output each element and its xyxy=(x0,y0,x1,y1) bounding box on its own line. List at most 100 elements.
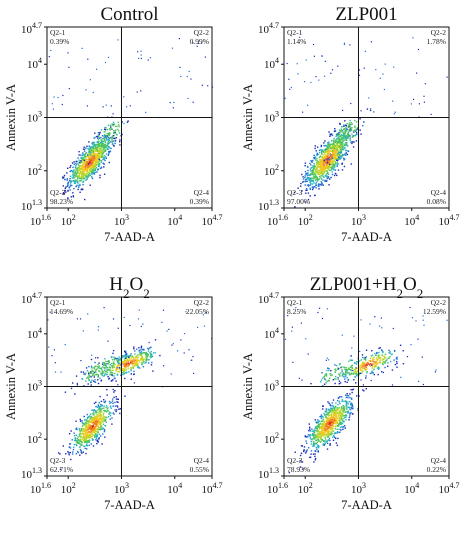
event-point xyxy=(336,444,338,447)
event-point xyxy=(77,176,79,179)
event-point xyxy=(314,156,317,158)
event-point xyxy=(109,368,111,371)
event-point xyxy=(101,142,104,144)
event-point xyxy=(88,424,91,426)
event-point xyxy=(308,447,310,449)
event-point xyxy=(93,173,96,175)
quadrant-id: Q2-2 xyxy=(431,28,447,37)
event-point xyxy=(303,180,305,183)
event-point xyxy=(435,369,437,371)
event-point xyxy=(341,130,343,132)
event-point xyxy=(336,155,339,157)
event-point xyxy=(92,418,94,420)
event-point xyxy=(411,317,414,319)
event-point xyxy=(88,141,90,143)
event-point xyxy=(324,428,327,430)
event-point xyxy=(308,177,310,179)
event-point xyxy=(334,364,336,366)
event-point xyxy=(323,144,325,147)
event-point xyxy=(76,169,78,171)
event-point xyxy=(101,407,104,410)
event-point xyxy=(343,366,345,368)
event-point xyxy=(322,159,324,161)
event-point xyxy=(325,424,328,426)
event-point xyxy=(418,380,420,382)
event-point xyxy=(86,443,88,446)
event-point xyxy=(101,369,103,371)
event-point xyxy=(71,177,73,179)
event-point xyxy=(82,330,84,332)
event-point xyxy=(338,420,340,422)
event-point xyxy=(354,125,356,127)
event-point xyxy=(417,338,419,340)
event-point xyxy=(81,154,84,157)
event-point xyxy=(92,159,94,162)
event-point xyxy=(111,398,114,400)
event-point xyxy=(293,191,296,194)
event-point xyxy=(348,371,350,374)
event-point xyxy=(117,359,120,361)
event-point xyxy=(317,439,320,441)
event-point xyxy=(111,369,113,372)
event-point xyxy=(111,143,114,145)
event-point xyxy=(333,143,335,145)
event-point xyxy=(373,356,375,358)
event-point xyxy=(107,410,109,412)
event-point xyxy=(76,440,79,442)
event-point xyxy=(86,162,89,164)
event-point xyxy=(329,411,331,414)
event-point xyxy=(124,358,126,360)
event-point xyxy=(86,170,88,172)
event-point xyxy=(377,356,379,358)
event-point xyxy=(123,364,125,366)
event-point xyxy=(323,383,326,385)
event-point xyxy=(105,146,107,149)
event-point xyxy=(134,362,136,364)
event-point xyxy=(341,418,343,421)
event-point xyxy=(322,435,325,437)
event-point xyxy=(326,145,328,147)
event-point xyxy=(136,357,139,359)
event-point xyxy=(335,414,337,416)
event-point xyxy=(326,357,328,359)
event-point xyxy=(374,366,376,368)
event-point xyxy=(82,152,84,154)
event-point xyxy=(83,166,85,168)
event-point xyxy=(342,414,344,416)
event-point xyxy=(326,150,329,152)
event-point xyxy=(106,373,108,376)
event-point xyxy=(324,151,326,154)
x-axis-label: 7-AAD-A xyxy=(104,498,155,512)
event-point xyxy=(325,159,327,161)
event-point xyxy=(94,431,96,433)
event-point xyxy=(94,410,97,412)
event-point xyxy=(326,160,329,162)
event-point xyxy=(103,139,106,142)
quadrant-id: Q2-3 xyxy=(287,188,303,197)
event-point xyxy=(91,365,93,367)
quadrant-id: Q2-4 xyxy=(194,188,210,197)
event-point xyxy=(320,173,322,175)
event-point xyxy=(64,187,66,190)
event-point xyxy=(91,151,93,153)
event-point xyxy=(341,153,344,156)
event-point xyxy=(338,156,340,158)
event-point xyxy=(88,422,90,424)
event-point xyxy=(78,151,80,153)
event-point xyxy=(327,157,329,159)
event-point xyxy=(323,434,325,436)
event-point xyxy=(89,375,91,377)
event-point xyxy=(320,423,323,426)
event-point xyxy=(396,366,398,368)
event-point xyxy=(112,352,114,355)
event-point xyxy=(130,369,132,372)
event-point xyxy=(376,359,378,361)
event-point xyxy=(346,401,348,403)
event-point xyxy=(346,136,348,139)
event-point xyxy=(347,410,349,412)
event-point xyxy=(124,377,126,380)
event-point xyxy=(303,450,305,452)
event-point xyxy=(106,394,108,396)
event-point xyxy=(76,167,79,169)
event-point xyxy=(348,373,350,375)
